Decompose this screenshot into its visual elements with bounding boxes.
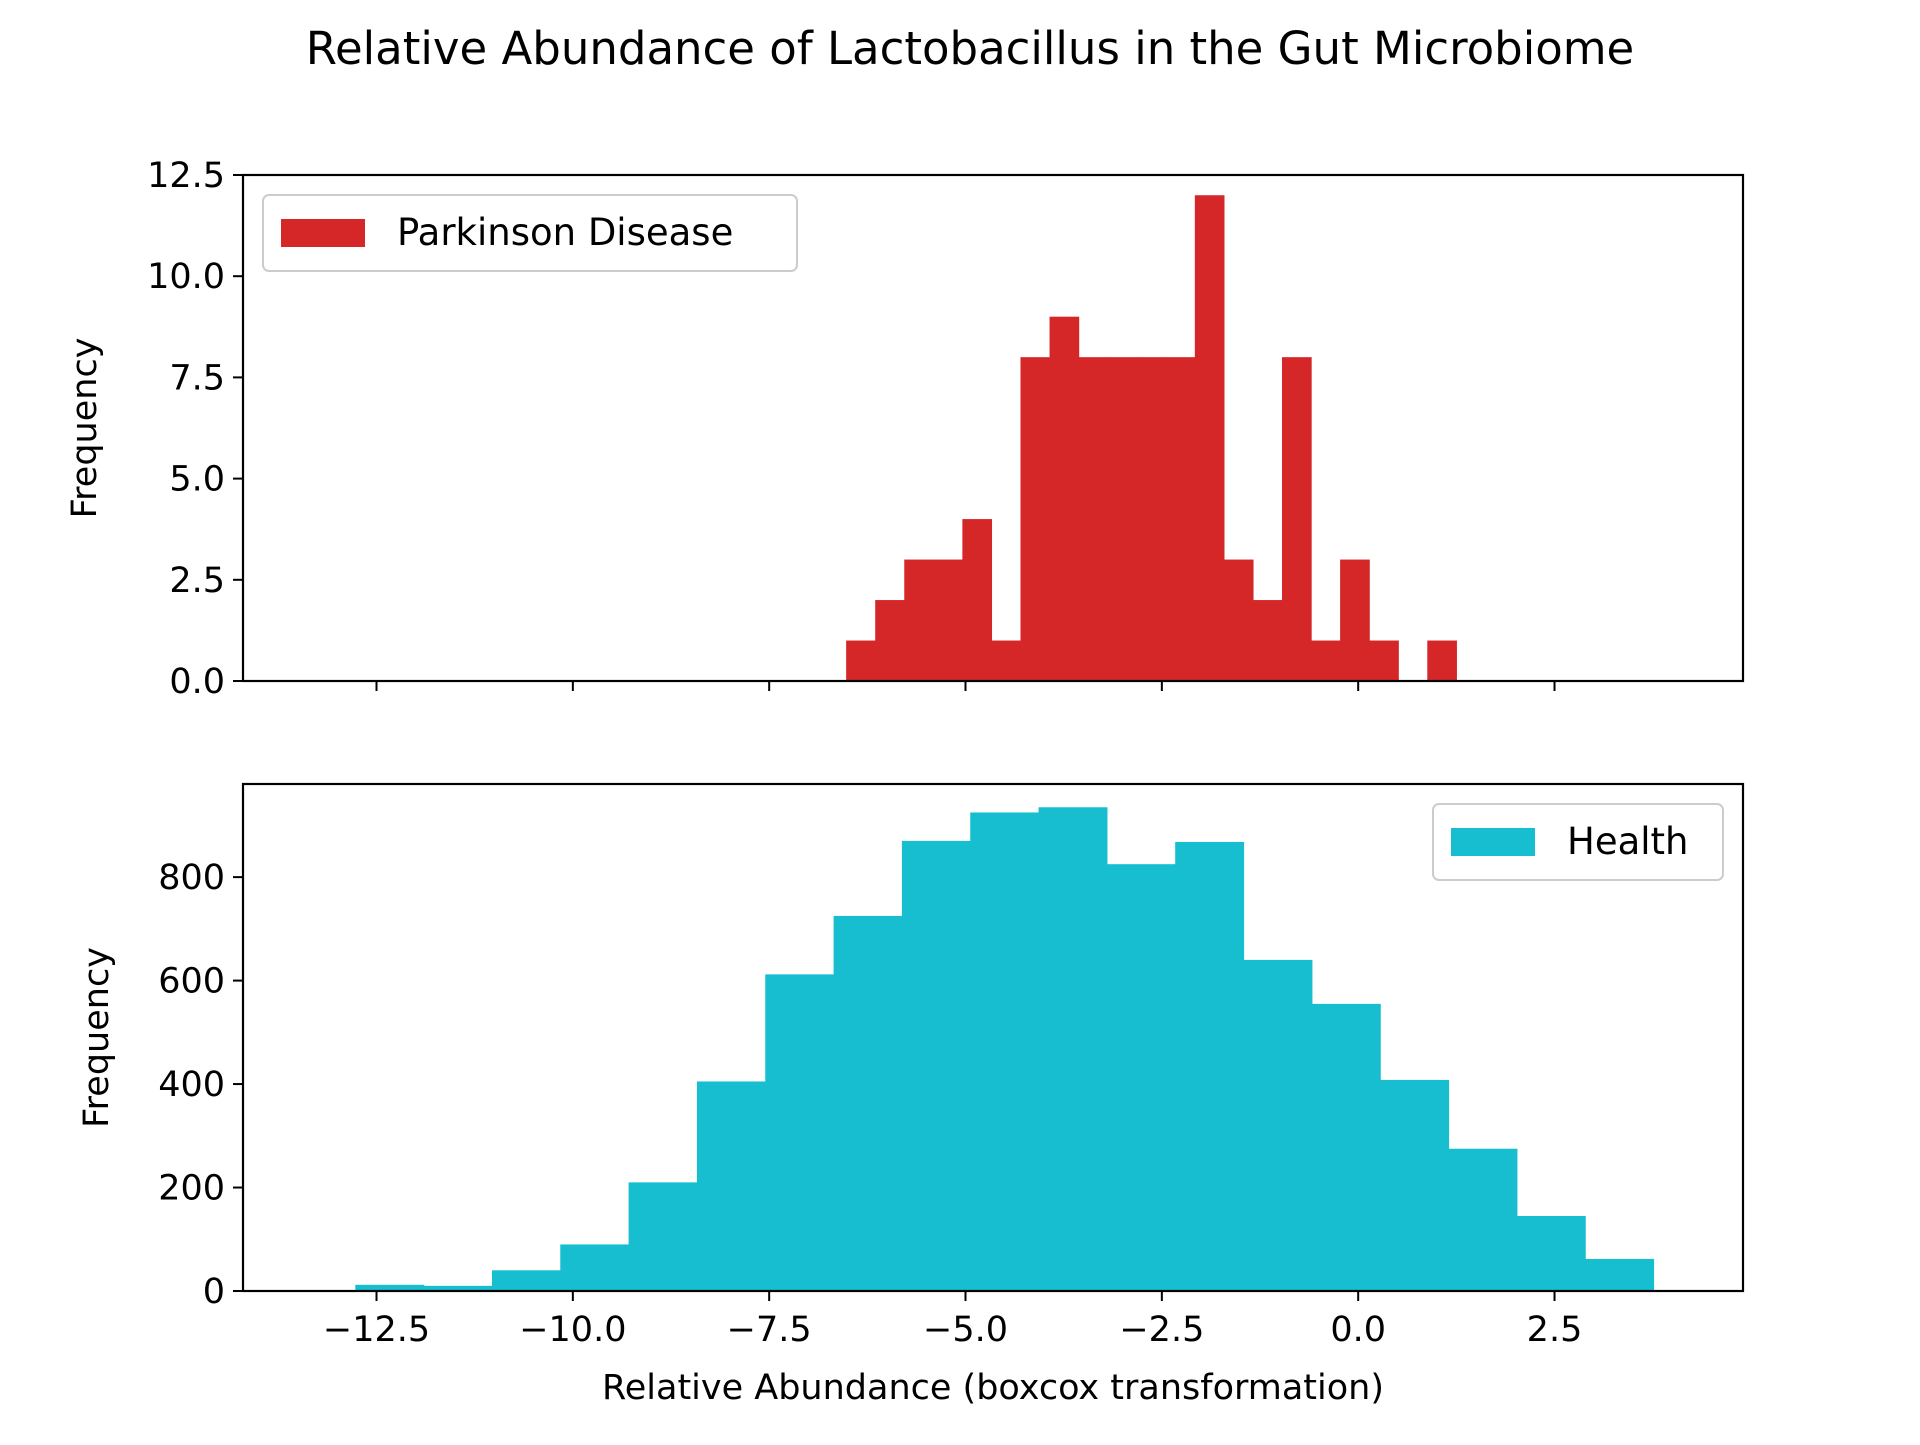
histogram-bar xyxy=(355,1284,425,1291)
histogram-bar xyxy=(1020,357,1051,681)
y-tick-label: 0.0 xyxy=(169,662,225,702)
x-tick-label: 2.5 xyxy=(1527,1310,1583,1350)
histogram-bar xyxy=(1049,316,1080,681)
histogram-bar xyxy=(628,1182,698,1291)
legend-swatch xyxy=(1451,828,1535,856)
histogram-bar xyxy=(1311,640,1341,681)
x-tick-label: −10.0 xyxy=(519,1310,626,1350)
y-axis-label: Frequency xyxy=(65,338,105,519)
histogram-bar xyxy=(765,974,835,1291)
histogram-bar xyxy=(1252,600,1283,681)
histogram-bar xyxy=(1107,357,1138,681)
histogram-bar xyxy=(423,1285,493,1291)
y-tick-label: 600 xyxy=(158,962,225,1002)
histogram-bar xyxy=(1311,1003,1381,1291)
legend-label: Health xyxy=(1567,820,1689,863)
histogram-bar xyxy=(1585,1258,1655,1291)
histogram-bar xyxy=(1223,559,1254,681)
histogram-bar xyxy=(1340,559,1370,681)
legend-box xyxy=(1432,803,1724,881)
y-tick-label: 400 xyxy=(158,1065,225,1105)
histogram-bar xyxy=(1136,357,1167,681)
histogram-bar xyxy=(1369,640,1399,681)
x-axis-label: Relative Abundance (boxcox transformatio… xyxy=(602,1368,1384,1408)
histogram-bar xyxy=(1243,959,1313,1291)
histogram-bar xyxy=(491,1270,561,1291)
histogram-bar xyxy=(904,559,934,681)
y-tick-label: 10.0 xyxy=(147,257,225,297)
x-tick-label: 0.0 xyxy=(1330,1310,1386,1350)
histogram-bar xyxy=(1448,1148,1518,1291)
legend-swatch xyxy=(281,219,365,247)
x-tick-label: −5.0 xyxy=(923,1310,1008,1350)
histogram-bar xyxy=(933,559,963,681)
y-tick-label: 800 xyxy=(158,858,225,898)
histogram-bar xyxy=(901,840,971,1291)
y-tick-label: 12.5 xyxy=(147,156,225,196)
histogram-bar xyxy=(1380,1079,1450,1291)
x-tick-label: −12.5 xyxy=(323,1310,430,1350)
histogram-bar xyxy=(1078,357,1109,681)
chart-title: Relative Abundance of Lactobacillus in t… xyxy=(306,22,1635,75)
y-axis-label: Frequency xyxy=(77,947,117,1128)
axes-frame xyxy=(241,782,1745,1293)
histogram-bar xyxy=(970,812,1040,1291)
histogram-bar xyxy=(1516,1215,1586,1291)
histogram-bar xyxy=(1175,841,1245,1291)
histogram-bar xyxy=(1165,357,1196,681)
histogram-bar xyxy=(1106,864,1176,1291)
y-tick-label: 5.0 xyxy=(169,460,225,500)
y-tick-label: 7.5 xyxy=(169,358,225,398)
histogram-bar xyxy=(560,1244,630,1291)
histogram-bar xyxy=(1038,807,1108,1291)
x-tick-label: −7.5 xyxy=(727,1310,812,1350)
legend-box xyxy=(262,194,798,272)
x-tick-label: −2.5 xyxy=(1119,1310,1204,1350)
y-tick-label: 2.5 xyxy=(169,561,225,601)
histogram-bar xyxy=(846,640,876,681)
axes-frame xyxy=(241,173,1745,683)
histogram-bar xyxy=(962,519,993,681)
histogram-bar xyxy=(991,640,1022,681)
histogram-bar xyxy=(1282,357,1312,681)
histogram-bar xyxy=(1427,640,1457,681)
histogram-bar xyxy=(696,1081,766,1291)
histogram-bar xyxy=(875,600,905,681)
y-tick-label: 200 xyxy=(158,1169,225,1209)
y-tick-label: 0 xyxy=(203,1272,225,1312)
legend-label: Parkinson Disease xyxy=(397,211,733,254)
histogram-bar xyxy=(1194,195,1225,682)
histogram-bar xyxy=(833,915,903,1291)
